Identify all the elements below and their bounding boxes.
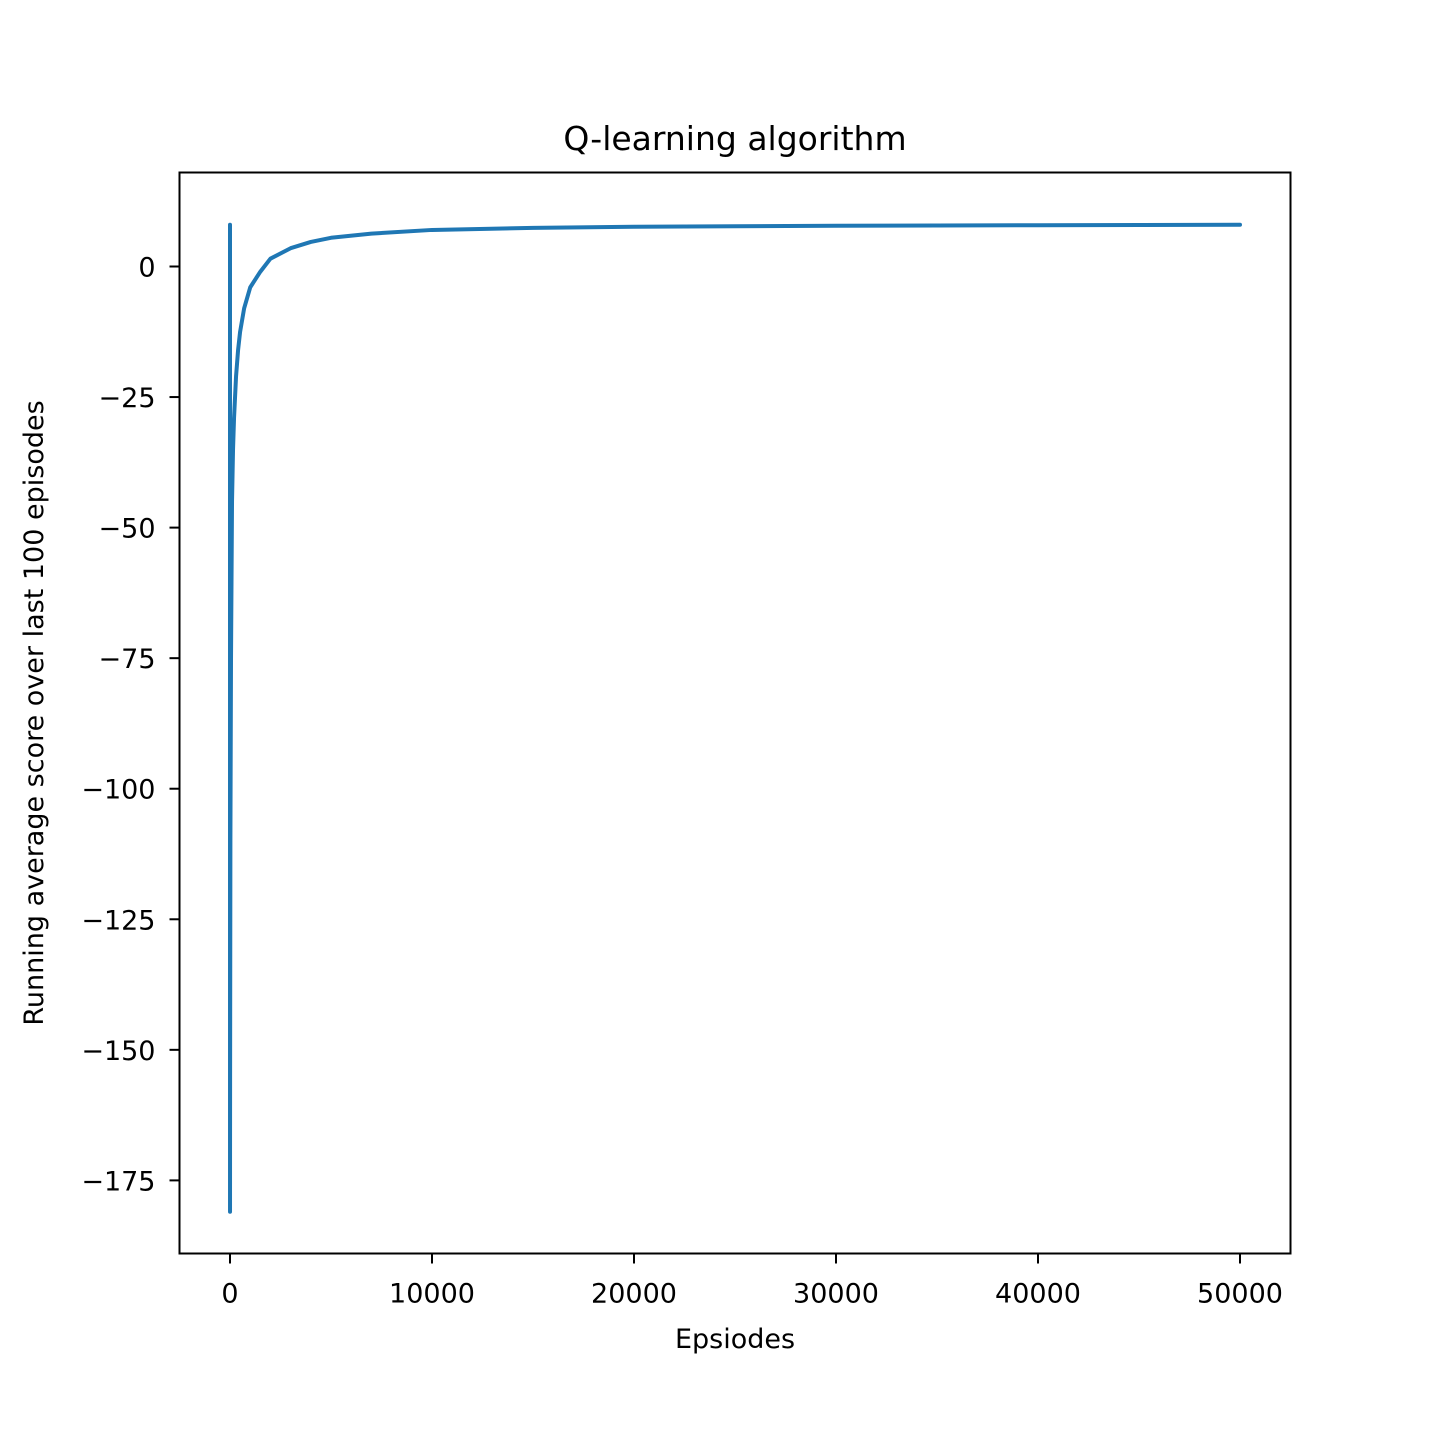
y-tick-label: −50 [99,514,156,545]
y-tick-label: −150 [81,1036,155,1067]
y-tick-label: −100 [81,775,155,806]
x-tick-label: 20000 [591,1279,677,1310]
series-line-0 [228,222,1242,1214]
x-tick-label: 50000 [1197,1279,1283,1310]
y-tick-label: −175 [81,1166,155,1197]
x-tick-label: 40000 [995,1279,1081,1310]
y-axis-label: Running average score over last 100 epis… [19,400,50,1025]
chart-title: Q-learning algorithm [563,119,906,158]
y-tick-label: −25 [99,383,156,414]
y-tick-label: 0 [138,253,155,284]
x-tick-label: 10000 [389,1279,475,1310]
x-axis-ticks: 0 10000 20000 30000 40000 50000 [221,1253,1283,1310]
plot-area [228,222,1242,1214]
axes-frame [178,171,1292,1255]
y-tick-label: −125 [81,905,155,936]
x-axis-label: Epsiodes [675,1324,795,1355]
x-tick-label: 0 [221,1279,238,1310]
y-axis-ticks: 0 −25 −50 −75 −100 −125 −150 −175 [81,253,180,1197]
x-tick-label: 30000 [793,1279,879,1310]
y-tick-label: −75 [99,644,156,675]
